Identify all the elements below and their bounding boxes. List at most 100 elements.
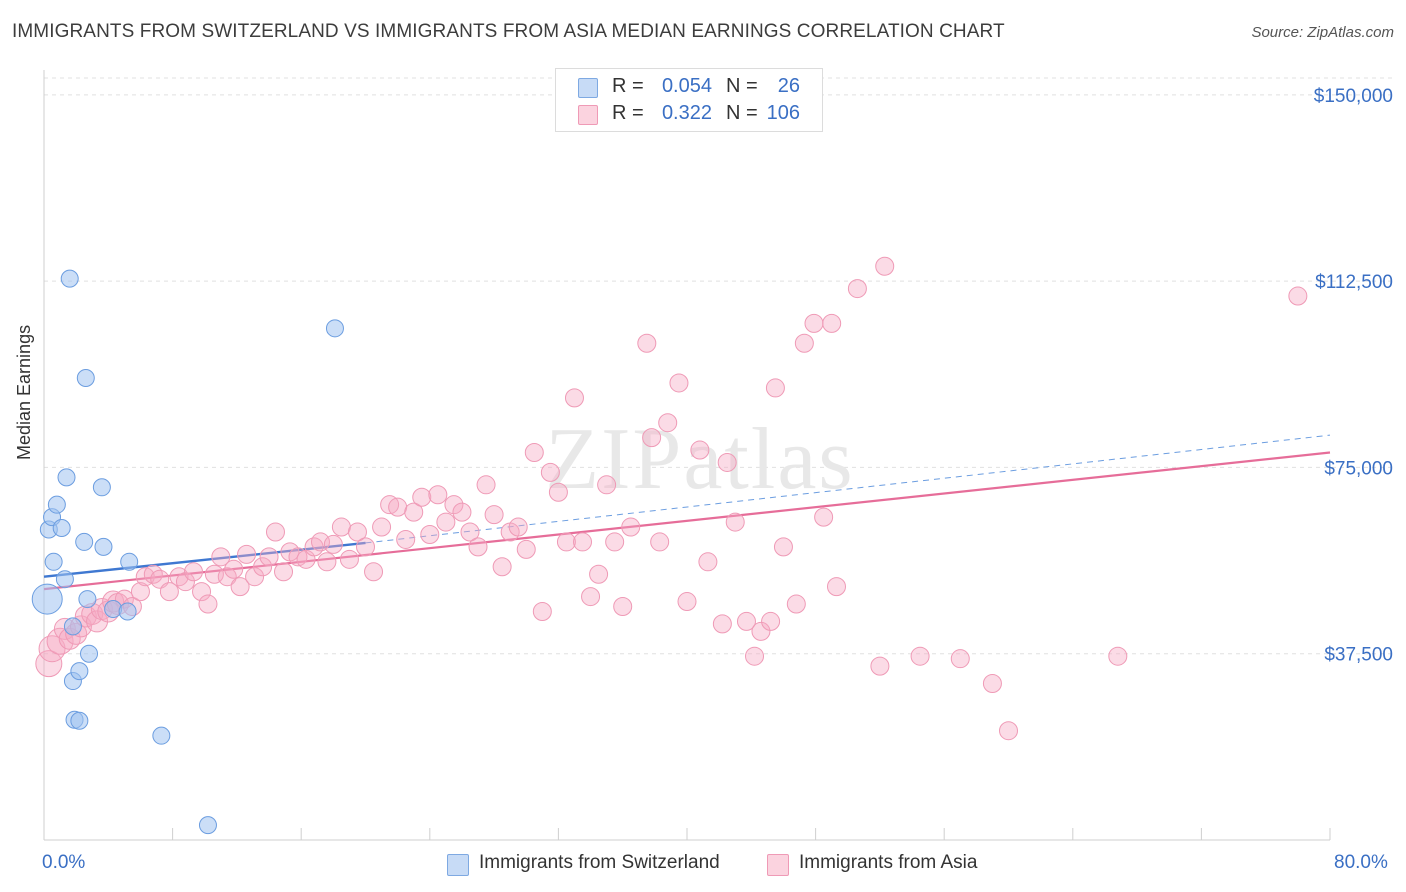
point-asia	[217, 567, 237, 587]
point-asia	[804, 313, 824, 333]
x-tick-label-max: 80.0%	[1334, 852, 1388, 873]
watermark: ZIPatlas	[545, 411, 854, 508]
point-asia	[524, 443, 544, 463]
point-asia	[999, 721, 1018, 741]
point-asia	[230, 577, 250, 597]
point-asia	[982, 674, 1002, 694]
point-asia	[372, 517, 392, 537]
point-asia	[46, 627, 74, 655]
point-asia	[404, 502, 424, 522]
legend-swatch-switzerland	[447, 854, 469, 876]
axes	[43, 70, 1331, 841]
point-asia	[556, 532, 576, 552]
point-asia	[751, 621, 771, 641]
point-asia	[814, 507, 834, 527]
trend-line-switzerland	[43, 541, 366, 578]
point-asia	[237, 544, 257, 564]
point-asia	[589, 564, 609, 584]
point-switzerland	[76, 369, 95, 387]
point-asia	[677, 592, 697, 612]
point-switzerland	[120, 552, 139, 571]
point-asia	[317, 552, 337, 572]
y-tick-labels: $37,500 $75,000 $112,500 $150,000	[1314, 86, 1393, 666]
points-switzerland	[31, 269, 344, 835]
point-asia	[717, 452, 737, 472]
legend-label-asia: Immigrants from Asia	[799, 852, 978, 873]
point-asia	[658, 413, 678, 433]
legend-n-label: N =	[726, 102, 758, 124]
point-asia	[870, 656, 890, 676]
point-asia	[725, 512, 745, 532]
point-asia	[396, 529, 416, 549]
point-asia	[198, 594, 218, 614]
point-asia	[224, 559, 244, 579]
point-asia	[484, 505, 504, 525]
legend-stats: R = 0.054 N = 26 R = 0.322 N = 106	[555, 68, 823, 132]
point-asia	[605, 532, 625, 552]
point-asia	[698, 552, 718, 572]
point-asia	[364, 562, 384, 582]
point-asia	[822, 313, 842, 333]
legend-label-switzerland: Immigrants from Switzerland	[479, 852, 720, 873]
point-switzerland	[52, 519, 71, 538]
point-asia	[452, 502, 472, 522]
point-asia	[420, 524, 440, 544]
point-switzerland	[78, 590, 97, 609]
legend-swatch-switzerland	[578, 78, 598, 98]
point-asia	[794, 333, 814, 353]
point-asia	[428, 485, 448, 505]
point-asia	[637, 333, 657, 353]
x-tick-label-min: 0.0%	[42, 852, 86, 873]
point-asia	[436, 512, 456, 532]
point-asia	[175, 572, 195, 592]
point-asia	[86, 610, 109, 633]
point-asia	[460, 522, 480, 542]
point-asia	[516, 539, 536, 559]
point-asia	[669, 373, 689, 393]
point-asia	[573, 532, 593, 552]
point-asia	[712, 614, 732, 634]
point-switzerland	[63, 617, 82, 636]
point-asia	[444, 495, 464, 515]
point-switzerland	[70, 662, 89, 681]
y-axis-label: Median Earnings	[14, 324, 34, 460]
point-switzerland	[60, 269, 79, 288]
trend-line-asia	[43, 451, 1331, 591]
point-asia	[581, 587, 601, 607]
point-asia	[613, 597, 633, 617]
point-switzerland	[55, 570, 74, 589]
point-switzerland	[152, 726, 171, 745]
point-asia	[532, 601, 552, 621]
point-asia	[143, 564, 163, 584]
legend-swatch-asia	[578, 105, 598, 125]
point-asia	[388, 497, 408, 517]
point-asia	[508, 517, 528, 537]
point-switzerland	[92, 478, 111, 497]
point-switzerland	[31, 583, 63, 615]
point-asia	[323, 534, 343, 554]
point-asia	[412, 487, 432, 507]
point-asia	[265, 522, 285, 542]
point-switzerland	[70, 711, 89, 730]
legend-r-label: R =	[612, 102, 644, 124]
point-asia	[786, 594, 806, 614]
point-asia	[1288, 286, 1308, 306]
point-asia	[183, 562, 203, 582]
point-asia	[745, 646, 765, 666]
point-asia	[130, 582, 150, 602]
legend-r-value: 0.054	[661, 75, 712, 97]
point-switzerland	[57, 468, 76, 487]
legend-swatch-asia	[767, 854, 789, 876]
point-asia	[274, 562, 294, 582]
point-asia	[548, 482, 568, 502]
point-asia	[304, 537, 324, 557]
source-label: Source: ZipAtlas.com	[1251, 24, 1394, 41]
point-asia	[736, 611, 756, 631]
point-switzerland	[198, 816, 217, 835]
point-asia	[540, 462, 560, 482]
point-asia	[192, 582, 212, 602]
point-switzerland	[80, 644, 99, 663]
point-asia	[642, 428, 662, 448]
point-asia	[135, 567, 155, 587]
